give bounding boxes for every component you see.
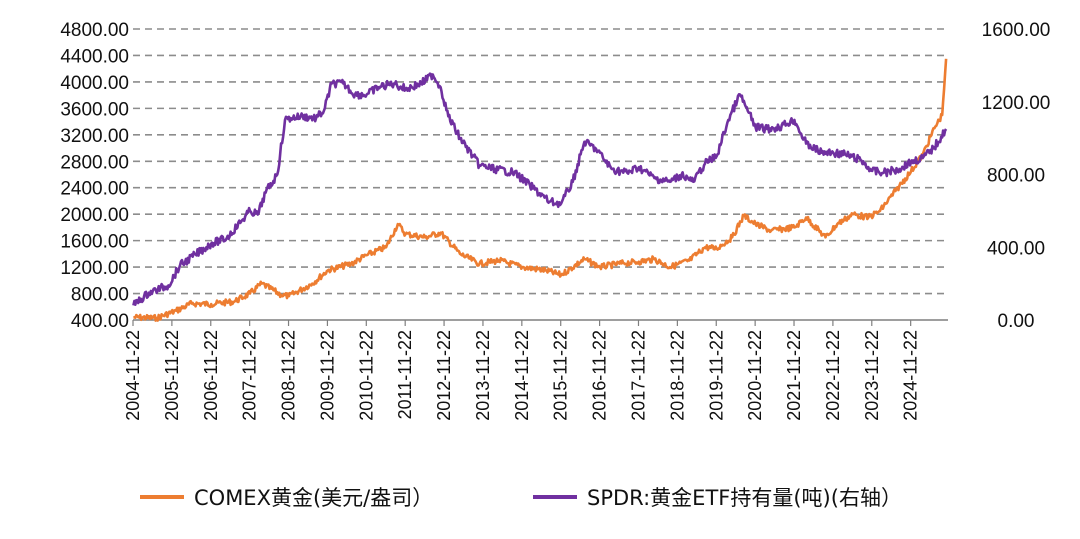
left-y-tick-label: 4000.00	[60, 73, 129, 94]
left-y-tick-label: 2000.00	[60, 205, 129, 226]
right-y-axis-ticks: 0.00 400.00 800.00 1200.00 1600.00	[982, 20, 1051, 332]
x-tick-label: 2015-11-22	[551, 330, 571, 421]
left-y-tick-label: 4400.00	[60, 46, 129, 67]
x-tick-label: 2011-11-22	[395, 330, 415, 419]
left-y-tick-label: 4800.00	[60, 20, 129, 41]
x-tick-label: 2013-11-22	[473, 330, 493, 421]
x-tick-label: 2021-11-22	[784, 330, 804, 421]
x-tick-label: 2024-11-22	[901, 330, 921, 421]
left-y-tick-label: 1200.00	[60, 258, 129, 279]
x-tick-label: 2010-11-22	[356, 330, 376, 421]
right-y-tick-label: 1600.00	[982, 20, 1051, 41]
legend-item-spdr-holdings: SPDR:黄金ETF持有量(吨)(右轴）	[533, 482, 902, 512]
x-tick-label: 2018-11-22	[667, 330, 687, 421]
series-layer	[132, 58, 948, 322]
x-tick-label: 2017-11-22	[628, 330, 648, 421]
x-tick-label: 2020-11-22	[745, 330, 765, 421]
x-tick-label: 2006-11-22	[201, 330, 221, 421]
left-y-tick-label: 3200.00	[60, 126, 129, 147]
x-tick-label: 2014-11-22	[512, 330, 532, 421]
x-tick-label: 2004-11-22	[123, 330, 143, 421]
series-line-comex-gold	[133, 58, 948, 322]
gridlines	[133, 28, 948, 295]
right-y-tick-label: 800.00	[987, 166, 1045, 187]
x-axis-ticks: 2004-11-22 2005-11-22 2006-11-22 2007-11-22…	[123, 320, 921, 421]
x-tick-label: 2007-11-22	[240, 330, 260, 421]
legend-item-comex-gold: COMEX黄金(美元/盎司）	[140, 482, 433, 512]
legend-label-spdr-holdings: SPDR:黄金ETF持有量(吨)(右轴）	[587, 486, 902, 510]
x-tick-label: 2022-11-22	[823, 330, 843, 421]
left-y-tick-label: 800.00	[71, 285, 129, 306]
x-tick-label: 2023-11-22	[862, 330, 882, 421]
legend: COMEX黄金(美元/盎司） SPDR:黄金ETF持有量(吨)(右轴）	[0, 482, 1080, 516]
left-y-tick-label: 1600.00	[60, 232, 129, 253]
legend-label-comex-gold: COMEX黄金(美元/盎司）	[194, 486, 434, 510]
left-y-tick-label: 2800.00	[60, 152, 129, 173]
series-line-spdr-holdings	[132, 72, 948, 307]
x-tick-label: 2005-11-22	[162, 330, 182, 421]
x-tick-label: 2012-11-22	[434, 330, 454, 421]
left-y-tick-label: 3600.00	[60, 99, 129, 120]
gold-price-spdr-holdings-chart: 400.00 800.00 1200.00 1600.00 2000.00 2400.00…	[60, 20, 1051, 421]
legend-swatch-comex-gold	[140, 495, 184, 499]
right-y-tick-label: 0.00	[998, 311, 1035, 332]
x-tick-label: 2016-11-22	[590, 330, 610, 421]
x-tick-label: 2008-11-22	[279, 330, 299, 421]
x-tick-label: 2019-11-22	[706, 330, 726, 421]
x-tick-label: 2009-11-22	[317, 330, 337, 421]
left-y-tick-label: 2400.00	[60, 179, 129, 200]
right-y-tick-label: 400.00	[987, 238, 1045, 259]
right-y-tick-label: 1200.00	[982, 93, 1051, 114]
legend-swatch-spdr-holdings	[533, 495, 577, 499]
left-y-axis-ticks: 400.00 800.00 1200.00 1600.00 2000.00 2400.00…	[60, 20, 129, 332]
left-y-tick-label: 400.00	[71, 311, 129, 332]
